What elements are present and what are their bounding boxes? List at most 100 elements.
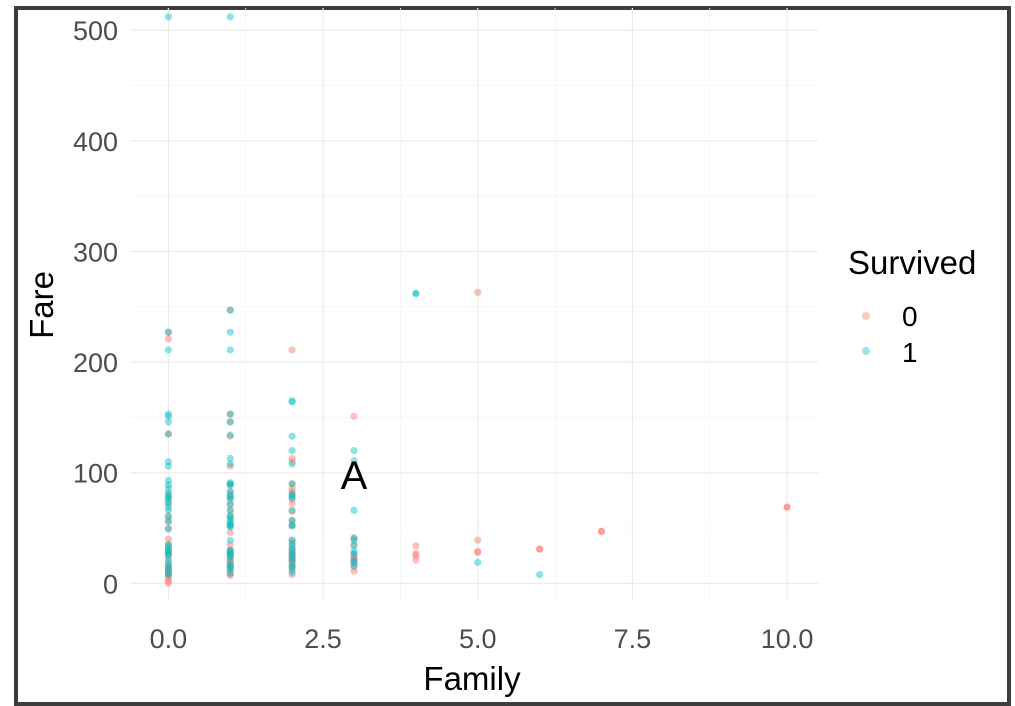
data-point-survived-0 <box>164 579 172 588</box>
data-point-survived-0 <box>288 491 296 499</box>
data-point-survived-1 <box>164 555 172 563</box>
data-point-survived-1 <box>288 398 296 406</box>
data-point-survived-1 <box>288 551 296 559</box>
data-point-survived-1 <box>226 501 234 509</box>
data-point-survived-1 <box>226 480 234 488</box>
data-point-survived-0 <box>288 563 296 571</box>
data-point-survived-1 <box>288 480 296 488</box>
y-tick-label: 500 <box>73 16 118 46</box>
grid-major-lines <box>130 8 818 600</box>
data-point-survived-0 <box>164 572 172 580</box>
data-point-survived-0 <box>288 547 296 555</box>
y-tick-label: 100 <box>73 459 118 489</box>
data-point-survived-1 <box>288 494 296 502</box>
data-point-survived-0 <box>226 569 234 578</box>
data-point-survived-1 <box>288 447 296 455</box>
data-point-survived-1 <box>164 503 172 511</box>
data-point-survived-0 <box>350 563 358 571</box>
data-point-survived-1 <box>288 562 296 570</box>
data-point-survived-1 <box>164 481 172 489</box>
data-point-survived-1 <box>226 410 234 418</box>
data-point-survived-0 <box>164 568 172 576</box>
y-tick-label: 300 <box>73 237 118 267</box>
data-point-survived-0 <box>164 524 172 532</box>
data-point-survived-0 <box>226 481 234 489</box>
data-point-survived-1 <box>350 558 358 566</box>
data-point-survived-0 <box>783 503 791 511</box>
x-tick-label: 2.5 <box>304 624 342 654</box>
data-point-survived-1 <box>226 523 234 531</box>
data-point-survived-1 <box>226 481 234 489</box>
data-point-survived-0 <box>288 551 296 559</box>
data-point-survived-0 <box>288 516 296 524</box>
data-point-survived-1 <box>226 306 234 314</box>
data-point-survived-0 <box>288 458 296 466</box>
data-point-survived-1 <box>474 558 482 566</box>
data-point-survived-0 <box>164 552 172 560</box>
data-point-survived-1 <box>164 492 172 500</box>
data-point-survived-0 <box>350 556 358 564</box>
data-point-survived-0 <box>474 288 482 296</box>
data-point-survived-0 <box>288 484 296 492</box>
data-point-survived-1 <box>164 484 172 492</box>
data-point-survived-0 <box>164 541 172 549</box>
y-tick-label: 200 <box>73 348 118 378</box>
data-point-survived-0 <box>474 548 482 557</box>
x-tick-label: 10.0 <box>761 624 814 654</box>
data-point-survived-1 <box>226 557 234 565</box>
data-point-survived-0 <box>350 551 358 559</box>
data-point-survived-1 <box>288 460 296 468</box>
data-point-survived-0 <box>288 559 296 568</box>
data-point-survived-0 <box>474 547 482 555</box>
data-point-survived-1 <box>226 549 234 558</box>
data-point-survived-1 <box>164 346 172 354</box>
data-point-survived-0 <box>164 566 172 574</box>
data-point-survived-0 <box>288 553 296 561</box>
data-point-survived-1 <box>288 522 296 530</box>
data-point-survived-1 <box>226 514 234 522</box>
data-point-survived-1 <box>164 551 172 559</box>
data-point-survived-0 <box>288 570 296 579</box>
data-point-survived-0 <box>164 517 172 526</box>
data-point-survived-0 <box>226 566 234 574</box>
data-point-survived-0 <box>288 554 296 562</box>
data-point-survived-1 <box>164 328 172 336</box>
data-point-survived-0 <box>288 536 296 544</box>
y-axis-title: Fare <box>23 271 60 339</box>
data-point-survived-1 <box>226 495 234 503</box>
data-point-survived-1 <box>226 551 234 559</box>
data-point-survived-0 <box>226 559 234 568</box>
data-point-survived-1 <box>226 13 234 21</box>
data-point-survived-0 <box>226 562 234 570</box>
data-point-survived-1 <box>226 479 234 487</box>
legend-label-0: 0 <box>902 301 918 332</box>
data-point-survived-0 <box>226 410 234 418</box>
data-point-survived-1 <box>226 536 234 544</box>
data-point-survived-0 <box>350 555 358 563</box>
grid-minor-lines <box>130 8 818 600</box>
legend-title: Survived <box>848 244 976 281</box>
data-point-survived-0 <box>164 564 172 572</box>
data-point-survived-0 <box>226 487 234 496</box>
data-point-survived-0 <box>412 542 420 550</box>
data-point-survived-0 <box>288 556 296 564</box>
data-point-survived-1 <box>226 431 234 439</box>
data-point-survived-0 <box>226 506 234 514</box>
data-point-survived-1 <box>226 553 234 561</box>
data-point-survived-0 <box>226 500 234 508</box>
data-point-survived-0 <box>226 549 234 558</box>
data-point-survived-0 <box>474 536 482 544</box>
data-point-survived-0 <box>597 527 606 535</box>
data-point-survived-1 <box>164 525 172 533</box>
data-point-survived-0 <box>288 487 296 496</box>
data-point-survived-1 <box>164 570 172 579</box>
data-point-survived-0 <box>226 551 234 559</box>
data-points <box>164 13 791 588</box>
data-point-survived-1 <box>164 547 172 555</box>
data-point-survived-1 <box>226 546 234 554</box>
data-point-survived-1 <box>164 513 172 521</box>
data-point-survived-1 <box>288 490 296 498</box>
data-point-survived-1 <box>164 568 172 576</box>
data-point-survived-0 <box>164 557 172 565</box>
